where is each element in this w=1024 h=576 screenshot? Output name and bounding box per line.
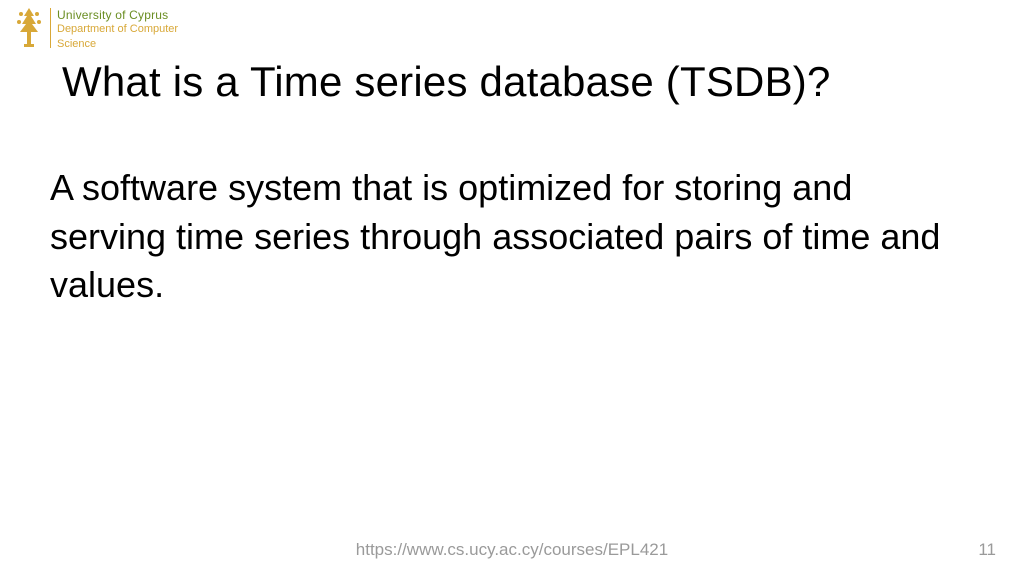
slide-body-text: A software system that is optimized for … bbox=[50, 164, 954, 310]
footer-url: https://www.cs.ucy.ac.cy/courses/EPL421 bbox=[0, 540, 1024, 560]
university-tree-icon bbox=[14, 6, 44, 48]
page-number: 11 bbox=[978, 540, 996, 560]
slide-title: What is a Time series database (TSDB)? bbox=[62, 58, 984, 106]
logo-text-block: University of Cyprus Department of Compu… bbox=[57, 6, 178, 52]
department-name-line1: Department of Computer bbox=[57, 23, 178, 37]
logo-divider bbox=[50, 8, 51, 48]
university-name: University of Cyprus bbox=[57, 8, 178, 22]
university-logo-block: University of Cyprus Department of Compu… bbox=[14, 6, 178, 52]
department-name-line2: Science bbox=[57, 38, 178, 52]
